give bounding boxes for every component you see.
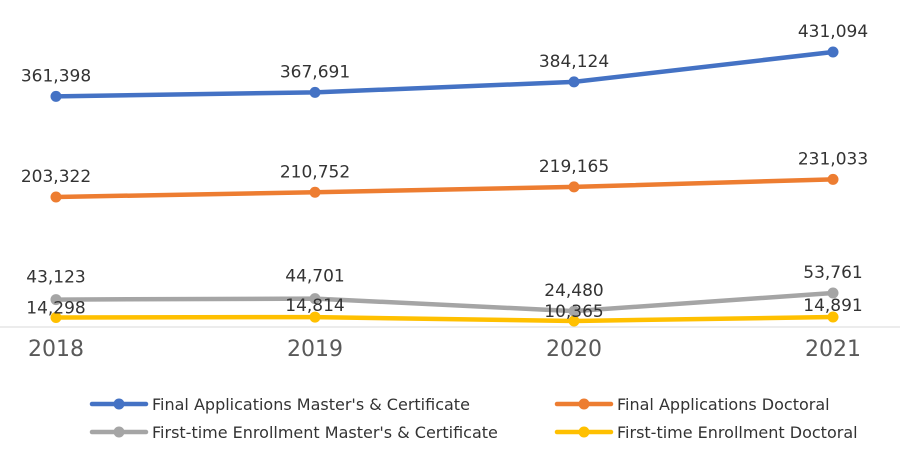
series-1-point bbox=[309, 86, 321, 98]
data-label: 43,123 bbox=[26, 268, 85, 288]
data-label: 431,094 bbox=[798, 22, 868, 42]
series-1: 361,398 367,691 384,124 431,094 bbox=[21, 22, 868, 102]
data-label: 219,165 bbox=[539, 157, 609, 177]
legend-item: Final Applications Doctoral bbox=[554, 395, 830, 414]
series-3: 43,123 44,701 24,480 53,761 bbox=[26, 263, 863, 317]
data-label: 24,480 bbox=[544, 281, 603, 301]
legend: Final Applications Master's & Certificat… bbox=[89, 395, 858, 442]
series-4-line bbox=[53, 314, 836, 324]
series-4-point bbox=[827, 311, 839, 323]
series-2-line bbox=[53, 177, 836, 200]
legend-label: First-time Enrollment Master's & Certifi… bbox=[152, 423, 498, 442]
series-3-point bbox=[827, 287, 839, 299]
data-label: 203,322 bbox=[21, 167, 91, 187]
series-2-point bbox=[827, 173, 839, 185]
series-3-point bbox=[50, 294, 62, 306]
legend-swatch-marker bbox=[578, 426, 590, 438]
series-4-point bbox=[50, 312, 62, 324]
data-label: 210,752 bbox=[280, 162, 350, 182]
series-1-point bbox=[568, 76, 580, 88]
legend-item: Final Applications Master's & Certificat… bbox=[89, 395, 470, 414]
x-tick-label: 2021 bbox=[805, 337, 861, 362]
legend-label: Final Applications Master's & Certificat… bbox=[152, 395, 470, 414]
series-2-point bbox=[309, 186, 321, 198]
legend-item: First-time Enrollment Doctoral bbox=[554, 423, 858, 442]
data-label: 14,298 bbox=[26, 299, 85, 319]
data-label: 53,761 bbox=[803, 263, 862, 283]
series-2-point bbox=[568, 181, 580, 193]
series-2: 203,322 210,752 219,165 231,033 bbox=[21, 149, 868, 203]
series-3-point bbox=[309, 293, 321, 305]
series-1-line bbox=[53, 49, 836, 99]
data-label: 367,691 bbox=[280, 62, 350, 82]
data-label: 14,891 bbox=[803, 296, 862, 316]
series-1-point bbox=[827, 46, 839, 58]
legend-item: First-time Enrollment Master's & Certifi… bbox=[89, 423, 498, 442]
series-1-point bbox=[50, 90, 62, 102]
legend-swatch-marker bbox=[113, 426, 125, 438]
series-3-line bbox=[53, 290, 836, 314]
data-label: 44,701 bbox=[285, 267, 344, 287]
data-label: 10,365 bbox=[544, 302, 603, 322]
data-label: 361,398 bbox=[21, 66, 91, 86]
series-4-point bbox=[568, 315, 580, 327]
data-label: 231,033 bbox=[798, 149, 868, 169]
x-tick-label: 2018 bbox=[28, 337, 84, 362]
series-layer: 361,398 367,691 384,124 431,094 203,322 210,7… bbox=[21, 22, 868, 327]
series-4: 14,298 14,814 10,365 14,891 bbox=[26, 296, 863, 327]
legend-label: First-time Enrollment Doctoral bbox=[617, 423, 858, 442]
legend-label: Final Applications Doctoral bbox=[617, 395, 830, 414]
series-2-point bbox=[50, 191, 62, 203]
x-tick-label: 2019 bbox=[287, 337, 343, 362]
series-4-point bbox=[309, 311, 321, 323]
legend-swatch-marker bbox=[578, 398, 590, 410]
x-tick-labels: 2018 2019 2020 2021 bbox=[28, 337, 861, 362]
data-label: 384,124 bbox=[539, 52, 609, 72]
legend-swatch-marker bbox=[113, 398, 125, 410]
series-3-point bbox=[568, 305, 580, 317]
x-tick-label: 2020 bbox=[546, 337, 602, 362]
data-label: 14,814 bbox=[285, 296, 344, 316]
